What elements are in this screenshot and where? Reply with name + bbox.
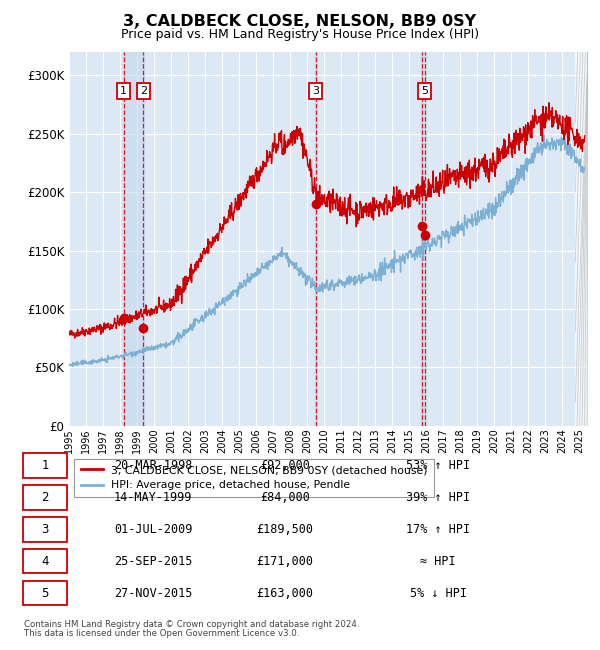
Text: £163,000: £163,000 xyxy=(257,586,314,599)
Text: 17% ↑ HPI: 17% ↑ HPI xyxy=(406,523,470,536)
Text: 5% ↓ HPI: 5% ↓ HPI xyxy=(409,586,467,599)
FancyBboxPatch shape xyxy=(23,581,67,605)
Text: 14-MAY-1999: 14-MAY-1999 xyxy=(114,491,192,504)
Legend: 3, CALDBECK CLOSE, NELSON, BB9 0SY (detached house), HPI: Average price, detache: 3, CALDBECK CLOSE, NELSON, BB9 0SY (deta… xyxy=(74,458,434,497)
Bar xyxy=(315,52,317,426)
Text: 20-MAR-1998: 20-MAR-1998 xyxy=(114,459,192,472)
Text: 01-JUL-2009: 01-JUL-2009 xyxy=(114,523,192,536)
Text: 5: 5 xyxy=(421,86,428,96)
Text: 3: 3 xyxy=(41,523,49,536)
Text: 1: 1 xyxy=(41,459,49,472)
Text: 2: 2 xyxy=(140,86,147,96)
Text: 5: 5 xyxy=(41,586,49,599)
Text: £189,500: £189,500 xyxy=(257,523,314,536)
Text: 4: 4 xyxy=(41,554,49,567)
Text: This data is licensed under the Open Government Licence v3.0.: This data is licensed under the Open Gov… xyxy=(24,629,299,638)
Bar xyxy=(421,52,425,426)
FancyBboxPatch shape xyxy=(23,454,67,478)
FancyBboxPatch shape xyxy=(23,549,67,573)
Text: ≈ HPI: ≈ HPI xyxy=(420,554,456,567)
Text: 2: 2 xyxy=(41,491,49,504)
Text: £84,000: £84,000 xyxy=(260,491,310,504)
Text: 1: 1 xyxy=(120,86,127,96)
Text: £171,000: £171,000 xyxy=(257,554,314,567)
Text: Price paid vs. HM Land Registry's House Price Index (HPI): Price paid vs. HM Land Registry's House … xyxy=(121,28,479,41)
Text: 53% ↑ HPI: 53% ↑ HPI xyxy=(406,459,470,472)
FancyBboxPatch shape xyxy=(23,485,67,510)
Text: 27-NOV-2015: 27-NOV-2015 xyxy=(114,586,192,599)
Text: Contains HM Land Registry data © Crown copyright and database right 2024.: Contains HM Land Registry data © Crown c… xyxy=(24,620,359,629)
Bar xyxy=(123,52,144,426)
Bar xyxy=(575,52,588,426)
Text: 3, CALDBECK CLOSE, NELSON, BB9 0SY: 3, CALDBECK CLOSE, NELSON, BB9 0SY xyxy=(124,14,476,29)
Text: 3: 3 xyxy=(312,86,319,96)
Text: 25-SEP-2015: 25-SEP-2015 xyxy=(114,554,192,567)
Text: 39% ↑ HPI: 39% ↑ HPI xyxy=(406,491,470,504)
Text: £92,000: £92,000 xyxy=(260,459,310,472)
FancyBboxPatch shape xyxy=(23,517,67,541)
